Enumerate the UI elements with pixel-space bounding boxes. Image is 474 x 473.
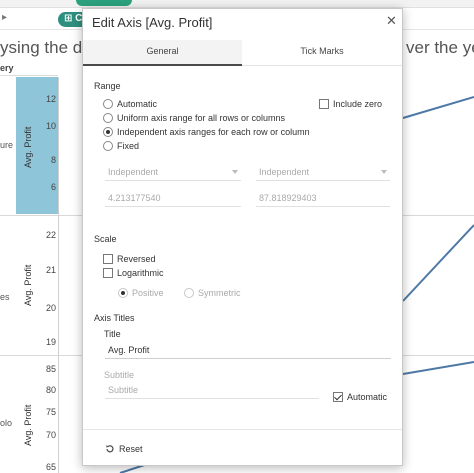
subtitle-automatic-checkbox[interactable]: Automatic xyxy=(333,392,387,402)
reversed-label: Reversed xyxy=(117,254,156,264)
axis-subtitle-field[interactable]: Subtitle xyxy=(105,382,319,399)
top-toolbar xyxy=(0,0,474,8)
axis-title-field[interactable]: Avg. Profit xyxy=(105,342,391,359)
tick-label: 10 xyxy=(45,121,56,131)
pill-label: C xyxy=(75,13,83,24)
chevron-down-icon xyxy=(232,170,238,174)
range-independent-label: Independent axis ranges for each row or … xyxy=(117,127,310,137)
tick-label: 80 xyxy=(45,385,56,395)
reset-label: Reset xyxy=(119,444,143,454)
range-end-mode: Independent xyxy=(259,167,310,177)
sheet-title-right: ver the yea xyxy=(406,38,474,57)
row-label-1: ure xyxy=(0,140,14,150)
range-end-field[interactable]: 87.818929403 xyxy=(256,190,390,207)
dialog-tabs: General Tick Marks xyxy=(83,40,402,66)
scale-heading: Scale xyxy=(94,234,117,244)
reset-button[interactable]: Reset xyxy=(105,444,143,454)
rows-shelf-pill[interactable] xyxy=(76,0,132,6)
logarithmic-checkbox[interactable]: Logarithmic xyxy=(103,268,164,278)
tick-label: 75 xyxy=(45,407,56,417)
radio-circle xyxy=(103,113,113,123)
range-automatic-label: Automatic xyxy=(117,99,158,109)
trend-line-pane-2 xyxy=(402,224,474,302)
radio-circle-disabled xyxy=(118,288,128,298)
shelf-arrow-icon: ▸ xyxy=(2,12,8,23)
pill-plus-icon: ⊞ xyxy=(64,13,76,24)
tab-general[interactable]: General xyxy=(83,40,242,66)
sheet-title-left: ysing the dis xyxy=(0,38,95,57)
radio-circle xyxy=(103,99,113,109)
tick-label: 12 xyxy=(45,94,56,104)
axis-line xyxy=(58,77,59,473)
subtitle-label: Subtitle xyxy=(104,370,135,380)
range-uniform-label: Uniform axis range for all rows or colum… xyxy=(117,113,286,123)
log-symmetric-radio[interactable]: Symmetric xyxy=(184,288,241,298)
log-positive-label: Positive xyxy=(132,288,164,298)
include-zero-checkbox[interactable]: Include zero xyxy=(319,99,382,109)
log-symmetric-label: Symmetric xyxy=(198,288,241,298)
range-start-dropdown[interactable]: Independent xyxy=(105,164,241,181)
subtitle-automatic-label: Automatic xyxy=(347,392,388,402)
trend-line-pane-1 xyxy=(402,96,474,119)
selected-axis-highlight[interactable] xyxy=(16,77,58,214)
checkbox-box xyxy=(103,268,113,278)
range-fixed-label: Fixed xyxy=(117,141,140,151)
axis-titles-heading: Axis Titles xyxy=(94,313,135,323)
close-icon[interactable]: ✕ xyxy=(386,13,397,28)
range-end-dropdown[interactable]: Independent xyxy=(256,164,390,181)
log-positive-radio[interactable]: Positive xyxy=(118,288,164,298)
checkbox-box xyxy=(319,99,329,109)
chevron-down-icon xyxy=(381,170,387,174)
tick-label: 20 xyxy=(45,303,56,313)
tick-label: 22 xyxy=(45,230,56,240)
tick-label: 85 xyxy=(45,364,56,374)
tick-label: 70 xyxy=(45,430,56,440)
tick-label: 8 xyxy=(50,155,56,165)
radio-circle xyxy=(103,141,113,151)
dialog-title: Edit Axis [Avg. Profit] xyxy=(92,15,213,30)
row-label-3: olo xyxy=(0,418,13,428)
trend-line-pane-3 xyxy=(402,361,474,375)
range-independent-radio[interactable]: Independent axis ranges for each row or … xyxy=(103,127,310,137)
row-label-2: es xyxy=(0,292,10,302)
range-start-mode: Independent xyxy=(108,167,159,177)
radio-circle-selected xyxy=(103,127,113,137)
category-header: ery xyxy=(0,60,58,76)
category-header-label: ery xyxy=(0,63,14,73)
radio-circle-disabled xyxy=(184,288,194,298)
range-heading: Range xyxy=(94,81,121,91)
reversed-checkbox[interactable]: Reversed xyxy=(103,254,156,264)
tick-label: 6 xyxy=(50,182,56,192)
tab-tick-marks[interactable]: Tick Marks xyxy=(242,40,402,66)
title-label: Title xyxy=(104,329,121,339)
reset-icon xyxy=(106,445,114,453)
edit-axis-dialog: Edit Axis [Avg. Profit] ✕ General Tick M… xyxy=(82,8,403,466)
tick-label: 65 xyxy=(45,462,56,472)
tick-label: 21 xyxy=(45,265,56,275)
checkbox-box xyxy=(103,254,113,264)
range-fixed-radio[interactable]: Fixed xyxy=(103,141,139,151)
range-uniform-radio[interactable]: Uniform axis range for all rows or colum… xyxy=(103,113,285,123)
footer-divider xyxy=(83,429,402,430)
range-automatic-radio[interactable]: Automatic xyxy=(103,99,157,109)
range-start-field[interactable]: 4.213177540 xyxy=(105,190,241,207)
tick-label: 19 xyxy=(45,337,56,347)
include-zero-label: Include zero xyxy=(333,99,383,109)
logarithmic-label: Logarithmic xyxy=(117,268,164,278)
checkbox-box-checked xyxy=(333,392,343,402)
